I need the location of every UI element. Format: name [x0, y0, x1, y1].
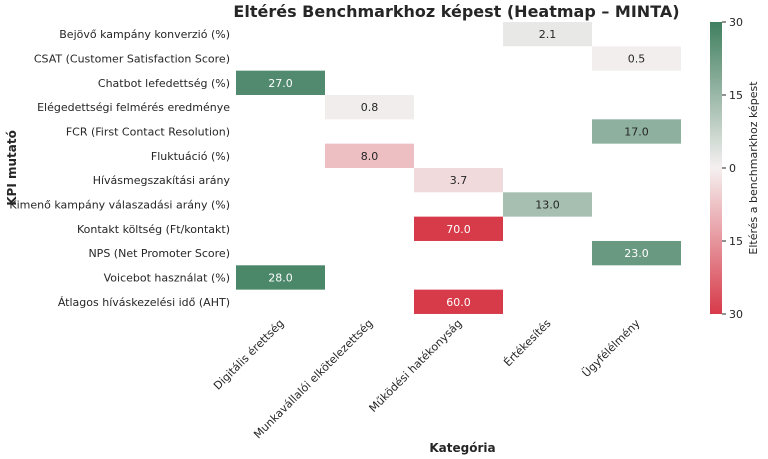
row-tick-label: Fluktuáció (%) — [151, 150, 230, 163]
row-tick-label: CSAT (Customer Satisfaction Score) — [34, 52, 230, 65]
row-tick-label: NPS (Net Promoter Score) — [88, 247, 230, 260]
heatmap-cell — [503, 22, 592, 47]
colorbar-label: Eltérés a benchmarkhoz képest — [747, 81, 760, 255]
row-tick-label: Bejövő kampány konverzió (%) — [59, 28, 230, 41]
y-axis-title: KPI mutató — [5, 130, 19, 206]
heatmap-cell — [414, 289, 503, 314]
row-tick-label: FCR (First Contact Resolution) — [66, 125, 230, 138]
cell-value-label: 28.0 — [268, 271, 293, 284]
column-tick-label: Digitális érettség — [211, 317, 287, 393]
row-tick-label: Voicebot használat (%) — [104, 271, 230, 284]
row-tick-label: Kontakt költség (Ft/kontakt) — [77, 223, 230, 236]
row-tick-label: Elégedettségi felmérés eredménye — [37, 101, 230, 114]
cell-value-label: 3.7 — [450, 174, 468, 187]
heatmap-cell — [503, 192, 592, 217]
cell-value-label: 8.0 — [361, 150, 379, 163]
cell-value-label: 60.0 — [446, 296, 471, 309]
heatmap-cell — [414, 167, 503, 193]
heatmap-cell — [236, 70, 325, 95]
cell-value-label: 0.5 — [628, 52, 646, 65]
heatmap-cell — [414, 216, 503, 241]
heatmap-cell — [592, 119, 681, 144]
column-tick-label: Értékesítés — [501, 317, 553, 369]
cell-value-label: 13.0 — [535, 198, 560, 211]
colorbar — [710, 22, 722, 314]
colorbar-ticks: 30 15 0 15 30 — [722, 16, 743, 321]
column-tick-label: Működési hatékonyság — [367, 317, 465, 415]
colorbar-tick-label: 30 — [729, 16, 743, 29]
heatmap-cells: 2.1 0.5 27.0 0.8 17.0 8.0 3.7 13.0 70.0 23.0 28.0 6… — [236, 22, 681, 314]
chart-title: Eltérés Benchmarkhoz képest (Heatmap – M… — [233, 2, 679, 21]
cell-value-label: 27.0 — [268, 77, 293, 90]
colorbar-tick-label: 30 — [729, 308, 743, 321]
row-tick-label: Hívásmegszakítási arány — [93, 174, 231, 187]
colorbar-tick-label: 15 — [729, 89, 743, 102]
colorbar-tick-label: 15 — [729, 235, 743, 248]
heatmap-cell — [325, 94, 414, 120]
cell-value-label: 2.1 — [539, 28, 557, 41]
cell-value-label: 17.0 — [624, 125, 649, 138]
cell-value-label: 0.8 — [361, 101, 379, 114]
heatmap-cell — [592, 46, 681, 71]
x-axis-title: Kategória — [429, 441, 495, 455]
column-tick-label: Ügyfélélmény — [580, 317, 643, 380]
row-tick-label: Kimenő kampány válaszadási arány (%) — [9, 198, 230, 211]
cell-value-label: 70.0 — [446, 223, 471, 236]
heatmap-cell — [592, 240, 681, 266]
row-tick-labels: Bejövő kampány konverzió (%) CSAT (Custom… — [9, 28, 230, 309]
cell-value-label: 23.0 — [624, 247, 649, 260]
heatmap-cell — [236, 265, 325, 290]
row-tick-label: Átlagos híváskezelési idő (AHT) — [58, 296, 230, 309]
row-tick-label: Chatbot lefedettség (%) — [98, 77, 230, 90]
colorbar-tick-label: 0 — [729, 162, 736, 175]
heatmap-cell — [325, 143, 414, 168]
